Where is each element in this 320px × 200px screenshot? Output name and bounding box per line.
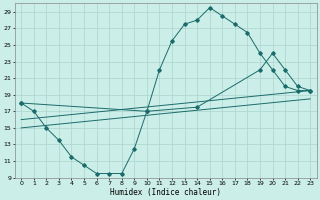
X-axis label: Humidex (Indice chaleur): Humidex (Indice chaleur)	[110, 188, 221, 197]
